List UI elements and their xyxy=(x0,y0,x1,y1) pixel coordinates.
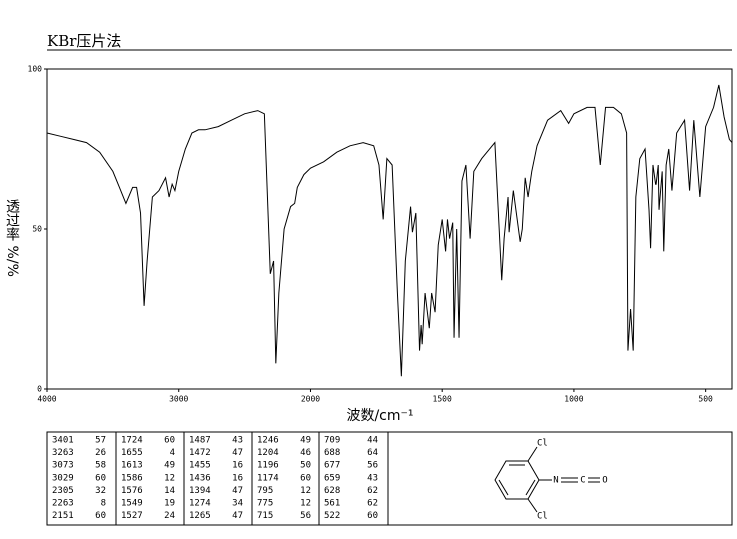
peak-wavenumber: 1246 xyxy=(257,436,279,446)
peak-wavenumber: 1196 xyxy=(257,461,279,471)
peak-transmittance: 60 xyxy=(164,436,175,446)
peak-wavenumber: 522 xyxy=(324,511,340,521)
peak-wavenumber: 1174 xyxy=(257,473,279,483)
peak-wavenumber: 688 xyxy=(324,448,340,458)
peak-wavenumber: 677 xyxy=(324,461,340,471)
peak-wavenumber: 3263 xyxy=(52,448,74,458)
peak-transmittance: 58 xyxy=(95,461,106,471)
peak-wavenumber: 659 xyxy=(324,473,340,483)
peak-transmittance: 56 xyxy=(367,461,378,471)
atom-label: C xyxy=(580,476,585,486)
peak-transmittance: 50 xyxy=(300,461,311,471)
structure-bonds xyxy=(494,446,600,513)
peak-wavenumber: 1204 xyxy=(257,448,279,458)
peak-transmittance: 12 xyxy=(300,499,311,509)
peak-wavenumber: 1586 xyxy=(121,473,143,483)
peak-wavenumber: 1549 xyxy=(121,499,143,509)
peak-transmittance: 34 xyxy=(232,499,243,509)
peak-wavenumber: 628 xyxy=(324,486,340,496)
y-tick-label: 0 xyxy=(37,385,42,394)
atom-label: Cl xyxy=(537,512,548,522)
peak-wavenumber: 1724 xyxy=(121,436,143,446)
chart-title: KBr压片法 xyxy=(47,32,121,50)
peak-transmittance: 46 xyxy=(300,448,311,458)
peak-transmittance: 62 xyxy=(367,499,378,509)
peak-wavenumber: 3029 xyxy=(52,473,74,483)
x-tick-label: 1000 xyxy=(564,395,583,404)
peak-transmittance: 14 xyxy=(164,486,175,496)
peak-wavenumber: 775 xyxy=(257,499,273,509)
peak-transmittance: 47 xyxy=(232,511,243,521)
peak-transmittance: 26 xyxy=(95,448,106,458)
peak-wavenumber: 1472 xyxy=(189,448,211,458)
peak-transmittance: 32 xyxy=(95,486,106,496)
peak-wavenumber: 1613 xyxy=(121,461,143,471)
peak-wavenumber: 1265 xyxy=(189,511,211,521)
y-axis-label: 透过率 %/% xyxy=(4,199,20,277)
x-tick-label: 1500 xyxy=(433,395,452,404)
peak-transmittance: 44 xyxy=(367,436,378,446)
peak-wavenumber: 2263 xyxy=(52,499,74,509)
peak-wavenumber: 2151 xyxy=(52,511,74,521)
peak-transmittance: 12 xyxy=(164,473,175,483)
peak-transmittance: 60 xyxy=(300,473,311,483)
peak-transmittance: 8 xyxy=(101,499,106,509)
peak-transmittance: 57 xyxy=(95,436,106,446)
peak-wavenumber: 3073 xyxy=(52,461,74,471)
peak-transmittance: 12 xyxy=(300,486,311,496)
y-tick-label: 50 xyxy=(32,225,42,234)
peak-transmittance: 43 xyxy=(232,436,243,446)
peak-wavenumber: 1655 xyxy=(121,448,143,458)
atom-label: O xyxy=(602,476,607,486)
atom-label: N xyxy=(553,476,558,486)
peak-wavenumber: 795 xyxy=(257,486,273,496)
peak-transmittance: 47 xyxy=(232,448,243,458)
peak-wavenumber: 715 xyxy=(257,511,273,521)
x-tick-label: 500 xyxy=(698,395,713,404)
x-tick-label: 4000 xyxy=(37,395,56,404)
peak-transmittance: 24 xyxy=(164,511,175,521)
peak-wavenumber: 561 xyxy=(324,499,340,509)
x-tick-label: 2000 xyxy=(301,395,320,404)
peak-wavenumber: 1274 xyxy=(189,499,211,509)
peak-transmittance: 19 xyxy=(164,499,175,509)
x-tick-label: 3000 xyxy=(169,395,188,404)
peak-transmittance: 60 xyxy=(95,473,106,483)
atom-label: Cl xyxy=(537,439,548,449)
peak-wavenumber: 1527 xyxy=(121,511,143,521)
peak-transmittance: 16 xyxy=(232,473,243,483)
peak-wavenumber: 1455 xyxy=(189,461,211,471)
peak-transmittance: 4 xyxy=(170,448,175,458)
peak-wavenumber: 2305 xyxy=(52,486,74,496)
peak-transmittance: 49 xyxy=(300,436,311,446)
peak-wavenumber: 1576 xyxy=(121,486,143,496)
peak-wavenumber: 1487 xyxy=(189,436,211,446)
peak-transmittance: 62 xyxy=(367,486,378,496)
peak-transmittance: 43 xyxy=(367,473,378,483)
peak-wavenumber: 709 xyxy=(324,436,340,446)
peak-transmittance: 16 xyxy=(232,461,243,471)
peak-transmittance: 60 xyxy=(95,511,106,521)
table-dividers xyxy=(115,432,389,525)
table-frame xyxy=(46,431,733,526)
peak-wavenumber: 1436 xyxy=(189,473,211,483)
peak-wavenumber: 1394 xyxy=(189,486,211,496)
peak-transmittance: 47 xyxy=(232,486,243,496)
x-axis-label: 波数/cm⁻¹ xyxy=(346,408,413,424)
spectrum-line xyxy=(46,84,733,377)
peak-transmittance: 60 xyxy=(367,511,378,521)
y-tick-label: 100 xyxy=(28,65,43,74)
peak-wavenumber: 3401 xyxy=(52,436,74,446)
peak-transmittance: 64 xyxy=(367,448,378,458)
peak-transmittance: 56 xyxy=(300,511,311,521)
peak-transmittance: 49 xyxy=(164,461,175,471)
